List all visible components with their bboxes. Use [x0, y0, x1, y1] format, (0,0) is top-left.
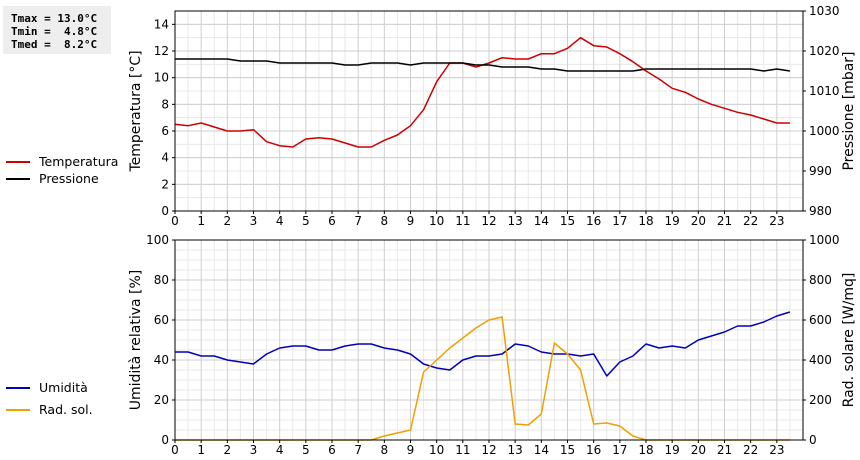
- legend-label-radsol: Rad. sol.: [39, 402, 93, 417]
- x-tick-label: 6: [328, 443, 336, 457]
- legend-swatch-pressione: [6, 178, 30, 180]
- y2-axis-title: Rad. solare [W/mq]: [841, 273, 857, 408]
- x-tick-label: 22: [743, 214, 758, 228]
- x-tick-label: 2: [224, 214, 232, 228]
- chart-panel-1: 0 1 2 3 4 5 6 7 8 9 10 11 12 13 14 15 16 17 18 19 20 21 22 2302…: [128, 4, 857, 228]
- y2-tick-label: 1000: [809, 233, 840, 247]
- series-line-umidit: [175, 311, 791, 377]
- x-tick-label: 12: [481, 214, 496, 228]
- x-tick-label: 18: [638, 214, 653, 228]
- chart-panel-2: 0 1 2 3 4 5 6 7 8 9 10 11 12 13 14 15 16 17 18 19 20 21 22 2302…: [128, 233, 857, 457]
- x-tick-label: 8: [381, 214, 389, 228]
- legend-label-umidita: Umidità: [39, 380, 88, 395]
- x-tick-label: 2: [224, 443, 232, 457]
- x-tick-label: 16: [586, 443, 601, 457]
- x-tick-label: 7: [354, 443, 362, 457]
- x-tick-label: 14: [534, 443, 549, 457]
- x-tick-label: 5: [302, 443, 310, 457]
- x-tick-label: 1: [197, 214, 205, 228]
- x-tick-label: 14: [534, 214, 549, 228]
- y2-tick-label: 800: [809, 273, 832, 287]
- x-tick-label: 0: [171, 443, 179, 457]
- y2-tick-label: 1010: [809, 84, 840, 98]
- x-tick-label: 15: [560, 214, 575, 228]
- legend-swatch-temperatura: [6, 161, 30, 163]
- tmax-text: Tmax = 13.0°C: [11, 12, 98, 25]
- x-tick-label: 20: [691, 443, 706, 457]
- x-tick-label: 17: [612, 214, 627, 228]
- x-tick-label: 17: [612, 443, 627, 457]
- x-tick-label: 23: [769, 214, 784, 228]
- x-tick-label: 7: [354, 214, 362, 228]
- tmin-text: Tmin = 4.8°C: [11, 25, 98, 38]
- y2-tick-label: 1000: [809, 124, 840, 138]
- x-tick-label: 18: [638, 443, 653, 457]
- x-tick-label: 9: [407, 443, 415, 457]
- x-tick-label: 10: [429, 214, 444, 228]
- x-tick-label: 5: [302, 214, 310, 228]
- legend-label-temperatura: Temperatura: [39, 154, 119, 169]
- y2-tick-label: 1030: [809, 4, 840, 18]
- x-tick-label: 4: [276, 214, 284, 228]
- y2-axis-title: Pressione [mbar]: [841, 51, 857, 170]
- y-tick-label: 60: [154, 313, 169, 327]
- series-line-rad-sol: [175, 316, 790, 441]
- x-tick-label: 19: [665, 443, 680, 457]
- y2-tick-label: 400: [809, 353, 832, 367]
- x-tick-label: 3: [250, 443, 258, 457]
- y2-tick-label: 200: [809, 393, 832, 407]
- x-tick-label: 21: [717, 214, 732, 228]
- series-line-pressione: [175, 58, 791, 72]
- y2-tick-label: 1020: [809, 44, 840, 58]
- y-tick-label: 8: [161, 97, 169, 111]
- y2-tick-label: 0: [809, 433, 817, 447]
- x-tick-label: 1: [197, 443, 205, 457]
- x-tick-label: 0: [171, 214, 179, 228]
- y-tick-label: 100: [146, 233, 169, 247]
- y-tick-label: 0: [161, 433, 169, 447]
- x-tick-label: 13: [508, 443, 523, 457]
- x-tick-label: 6: [328, 214, 336, 228]
- y-tick-label: 6: [161, 124, 169, 138]
- y-axis-title: Umidità relativa [%]: [128, 270, 144, 411]
- y-tick-label: 10: [154, 71, 169, 85]
- y-tick-label: 20: [154, 393, 169, 407]
- legend-swatch-umidita: [6, 387, 30, 389]
- legend-label-pressione: Pressione: [39, 171, 99, 186]
- x-tick-label: 12: [481, 443, 496, 457]
- tmed-text: Tmed = 8.2°C: [11, 38, 98, 51]
- x-tick-label: 22: [743, 443, 758, 457]
- x-tick-label: 23: [769, 443, 784, 457]
- x-tick-label: 19: [665, 214, 680, 228]
- y-tick-label: 12: [154, 44, 169, 58]
- x-tick-label: 11: [455, 443, 470, 457]
- legend-swatch-radsol: [6, 409, 30, 411]
- y2-tick-label: 600: [809, 313, 832, 327]
- x-tick-label: 15: [560, 443, 575, 457]
- x-tick-label: 13: [508, 214, 523, 228]
- y-tick-label: 4: [161, 151, 169, 165]
- x-tick-label: 21: [717, 443, 732, 457]
- y-tick-label: 14: [154, 17, 169, 31]
- y2-tick-label: 990: [809, 164, 832, 178]
- stats-box: Tmax = 13.0°C Tmin = 4.8°C Tmed = 8.2°C: [3, 6, 111, 54]
- x-tick-label: 3: [250, 214, 258, 228]
- x-tick-label: 11: [455, 214, 470, 228]
- x-tick-label: 8: [381, 443, 389, 457]
- y-tick-label: 80: [154, 273, 169, 287]
- y-tick-label: 0: [161, 204, 169, 218]
- y-tick-label: 40: [154, 353, 169, 367]
- x-tick-label: 4: [276, 443, 284, 457]
- y-axis-title: Temperatura [°C]: [128, 50, 144, 172]
- y-tick-label: 2: [161, 177, 169, 191]
- x-tick-label: 20: [691, 214, 706, 228]
- y2-tick-label: 980: [809, 204, 832, 218]
- x-tick-label: 16: [586, 214, 601, 228]
- x-tick-label: 10: [429, 443, 444, 457]
- x-tick-label: 9: [407, 214, 415, 228]
